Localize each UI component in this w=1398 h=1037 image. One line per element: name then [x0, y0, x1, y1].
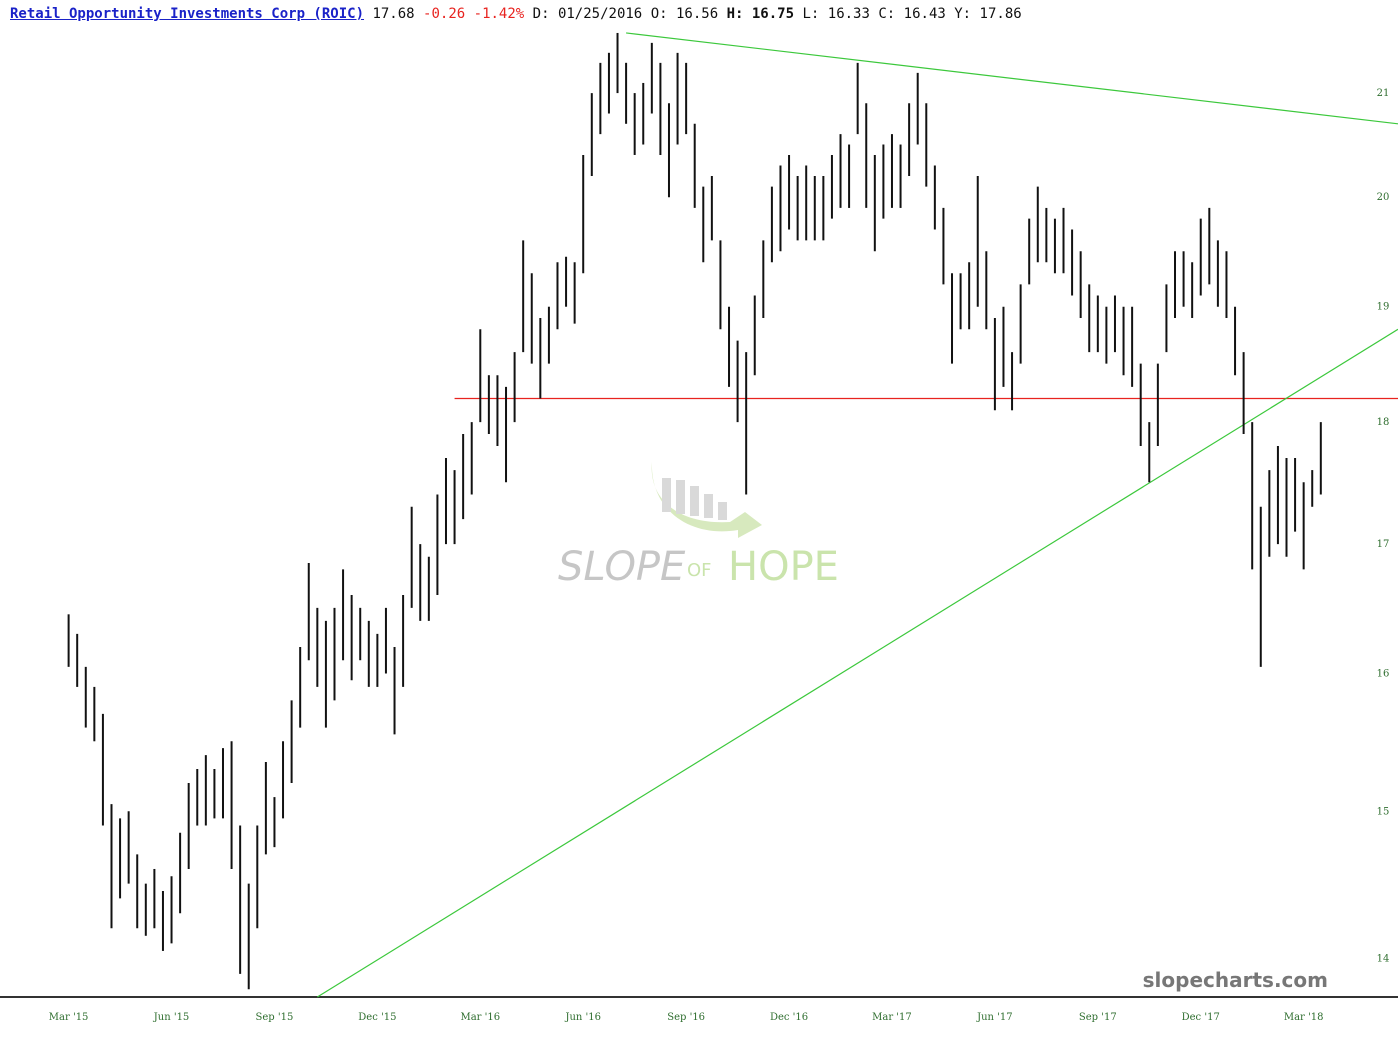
quote-value: 16.75 [751, 6, 795, 22]
logo-bar [718, 502, 727, 520]
x-tick-label: Jun '16 [564, 1012, 601, 1023]
x-tick-label: Mar '15 [49, 1012, 89, 1023]
y-tick-label: 21 [1377, 88, 1390, 99]
x-tick-label: Sep '17 [1079, 1012, 1117, 1023]
quote-fields: D: 01/25/2016 O: 16.56 H: 16.75 L: 16.33… [533, 6, 1022, 22]
y-tick-label: 18 [1377, 417, 1390, 428]
x-tick-label: Sep '15 [256, 1012, 294, 1023]
quote-value: 17.86 [979, 6, 1022, 22]
change-pct: -1.42% [473, 6, 525, 22]
quote-label: D: [532, 6, 550, 22]
x-tick-label: Mar '18 [1284, 1012, 1324, 1023]
change: -0.26 [423, 6, 466, 22]
quote-value: 16.33 [827, 6, 870, 22]
quote-label: Y: [954, 6, 972, 22]
y-tick-label: 17 [1377, 539, 1390, 550]
logo-bar [704, 494, 713, 518]
y-tick-label: 14 [1377, 954, 1390, 965]
symbol-title[interactable]: Retail Opportunity Investments Corp (ROI… [10, 6, 365, 22]
y-tick-label: 15 [1377, 806, 1390, 817]
y-tick-label: 16 [1377, 669, 1390, 680]
x-tick-label: Dec '16 [770, 1012, 808, 1023]
quote-label: O: [650, 6, 668, 22]
quote-label: L: [802, 6, 820, 22]
x-tick-label: Dec '17 [1182, 1012, 1220, 1023]
quote-value: 16.43 [903, 6, 946, 22]
watermark-of: OF [687, 560, 712, 581]
x-tick-label: Sep '16 [667, 1012, 705, 1023]
logo-bar [662, 478, 671, 512]
watermark-hope: HOPE [728, 544, 839, 590]
quote-value: 16.56 [675, 6, 719, 22]
quote-value: 01/25/2016 [557, 6, 643, 22]
quote-label: C: [878, 6, 896, 22]
logo-bar [690, 486, 699, 516]
trend-line [626, 32, 1398, 125]
watermark-slope: SLOPE [558, 544, 686, 590]
trend-line [317, 328, 1398, 998]
x-tick-label: Mar '17 [872, 1012, 912, 1023]
logo-swoosh [651, 462, 762, 538]
x-tick-label: Jun '15 [153, 1012, 190, 1023]
quote-header: Retail Opportunity Investments Corp (ROI… [10, 6, 1022, 22]
site-label: slopecharts.com [1143, 968, 1328, 992]
watermark: SLOPE OF HOPE [558, 462, 839, 590]
x-tick-label: Mar '16 [460, 1012, 500, 1023]
last-price: 17.68 [372, 6, 415, 22]
x-tick-label: Jun '17 [976, 1012, 1013, 1023]
quote-label: H: [726, 6, 744, 22]
x-tick-label: Dec '15 [358, 1012, 396, 1023]
logo-bar [676, 480, 685, 514]
y-tick-label: 20 [1377, 192, 1390, 203]
y-tick-label: 19 [1377, 302, 1390, 313]
